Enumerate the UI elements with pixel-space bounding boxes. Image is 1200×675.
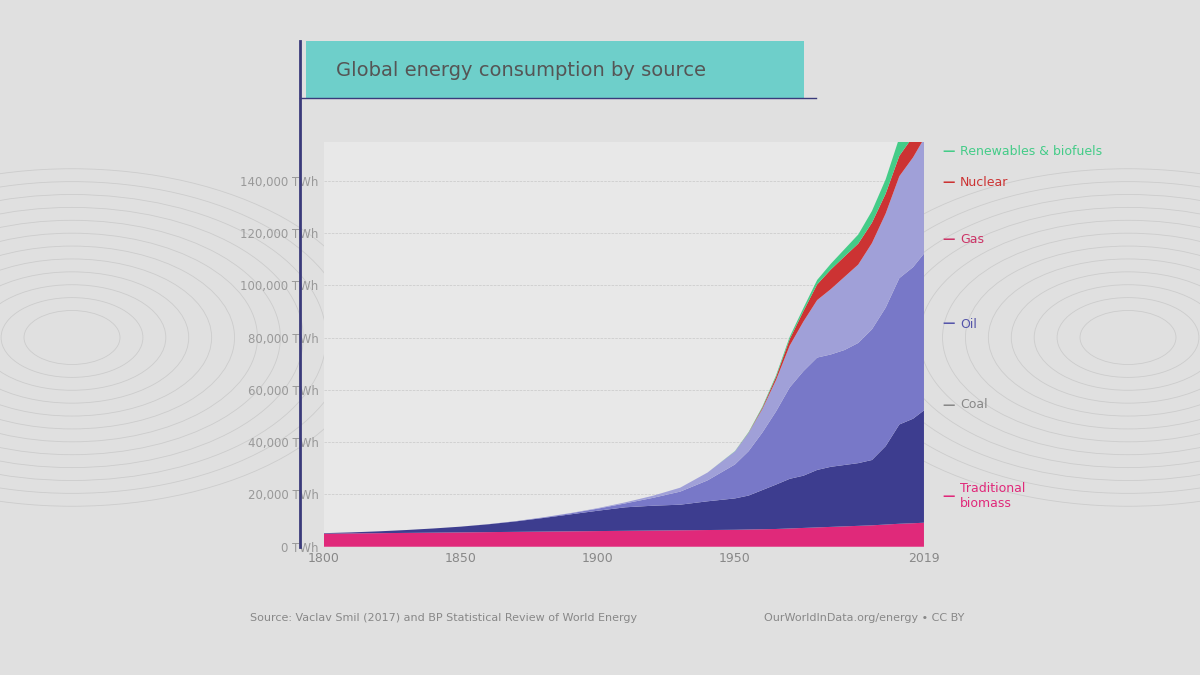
Text: OurWorldInData.org/energy • CC BY: OurWorldInData.org/energy • CC BY <box>764 613 964 622</box>
Text: Global energy consumption by source: Global energy consumption by source <box>336 61 706 80</box>
Text: —: — <box>942 317 954 331</box>
Text: —: — <box>942 145 954 159</box>
Text: —: — <box>942 233 954 246</box>
Text: Oil: Oil <box>960 317 977 331</box>
Text: —: — <box>942 489 954 503</box>
Text: Source: Vaclav Smil (2017) and BP Statistical Review of World Energy: Source: Vaclav Smil (2017) and BP Statis… <box>251 613 637 622</box>
Text: Coal: Coal <box>960 398 988 412</box>
Text: —: — <box>942 176 954 189</box>
Text: —: — <box>942 398 954 412</box>
Text: Renewables & biofuels: Renewables & biofuels <box>960 145 1102 159</box>
Text: Nuclear: Nuclear <box>960 176 1008 189</box>
Text: Gas: Gas <box>960 233 984 246</box>
Text: Traditional
biomass: Traditional biomass <box>960 482 1025 510</box>
